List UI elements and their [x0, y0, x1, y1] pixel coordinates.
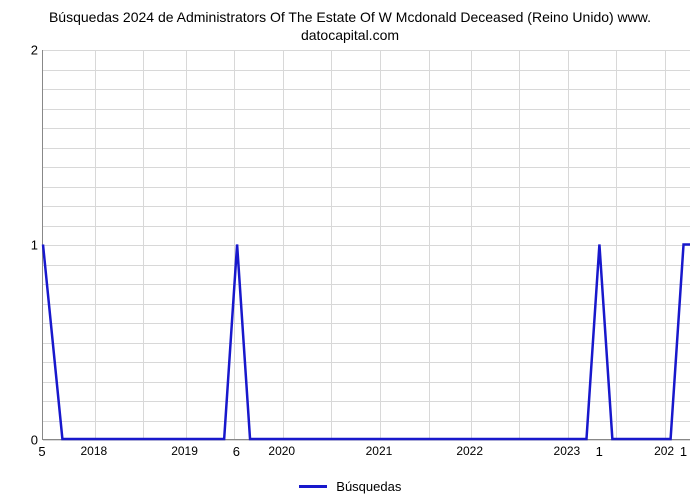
- chart-title: Búsquedas 2024 de Administrators Of The …: [0, 0, 700, 46]
- legend-swatch: [299, 485, 327, 488]
- plot-area: [42, 50, 690, 440]
- x-tick-label: 2023: [554, 444, 581, 458]
- x-tick-label: 2018: [80, 444, 107, 458]
- value-label: 5: [38, 444, 45, 459]
- x-tick-label: 202: [654, 444, 674, 458]
- value-label: 1: [596, 444, 603, 459]
- x-tick-label: 2022: [456, 444, 483, 458]
- y-tick-label: 2: [18, 43, 38, 58]
- chart-container: Búsquedas 2024 de Administrators Of The …: [0, 0, 700, 500]
- title-line-2: datocapital.com: [301, 27, 399, 43]
- x-tick-label: 2021: [366, 444, 393, 458]
- x-tick-label: 2019: [171, 444, 198, 458]
- series-polyline: [43, 245, 690, 440]
- y-tick-label: 0: [18, 433, 38, 448]
- title-line-1: Búsquedas 2024 de Administrators Of The …: [49, 9, 651, 25]
- series-line: [43, 50, 690, 439]
- x-tick-label: 2020: [268, 444, 295, 458]
- legend: Búsquedas: [0, 478, 700, 494]
- value-label: 6: [233, 444, 240, 459]
- value-label: 1: [680, 444, 687, 459]
- y-tick-label: 1: [18, 238, 38, 253]
- legend-label: Búsquedas: [336, 479, 401, 494]
